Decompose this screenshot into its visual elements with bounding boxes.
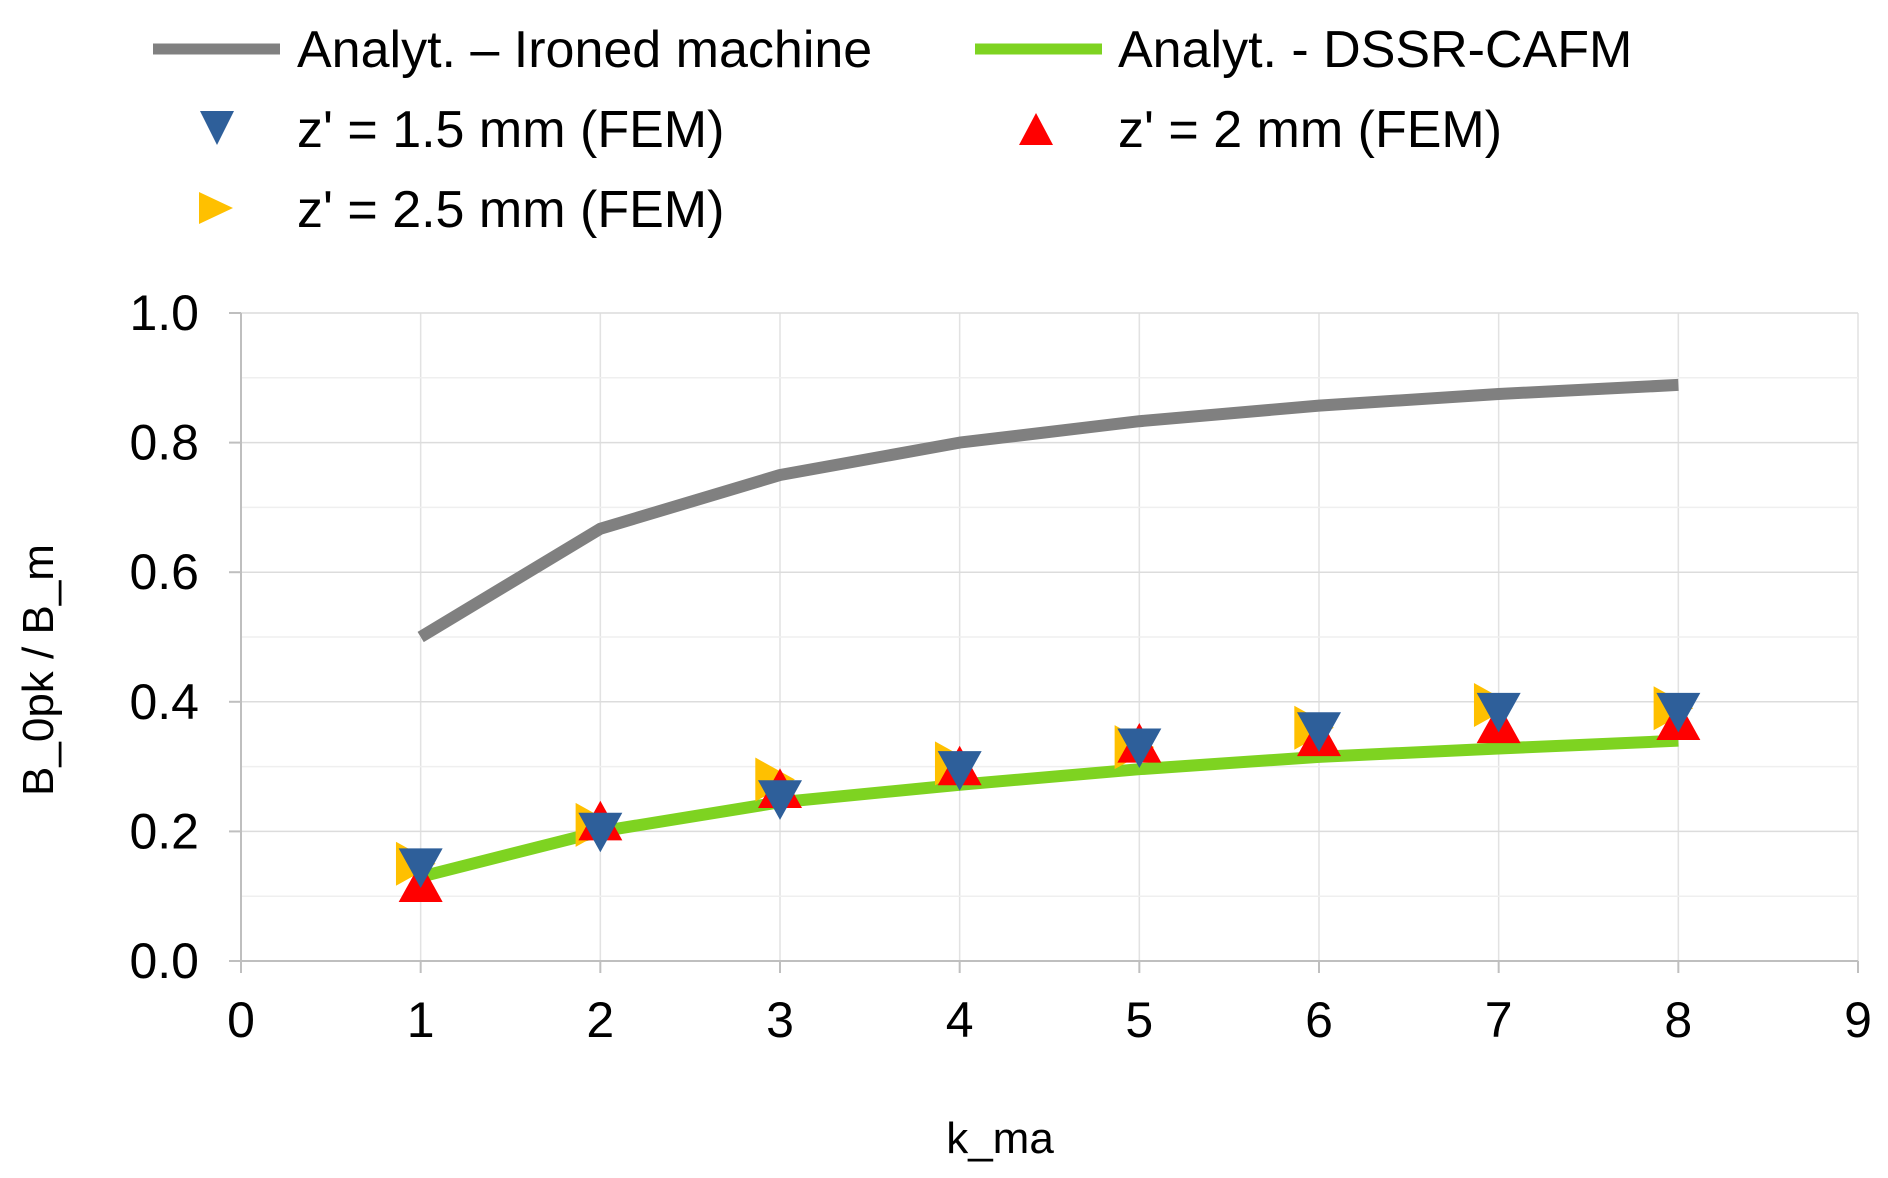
legend-label-ironed-machine: Analyt. – Ironed machine (297, 21, 872, 79)
x-tick-label: 8 (1664, 992, 1692, 1048)
legend-item-dssr-cafm[interactable]: Analyt. - DSSR-CAFM (975, 21, 1632, 79)
y-tick-label: 0.8 (129, 415, 199, 471)
y-tick-label: 0.2 (129, 803, 199, 859)
data-point-triangle-down-icon (1297, 712, 1341, 752)
data-point-triangle-down-icon (758, 780, 802, 820)
legend-marker-triangle-right-icon (199, 192, 233, 224)
x-tick-label: 1 (407, 992, 435, 1048)
data-point-triangle-down-icon (578, 812, 623, 853)
legend-item-z-2mm[interactable]: z' = 2 mm (FEM) (1019, 101, 1502, 159)
axes: 0 1 2 3 4 5 6 7 8 9 0.0 0.2 0.4 0.6 0.8 1.0 (129, 285, 1871, 1048)
legend-label-z-2mm: z' = 2 mm (FEM) (1118, 101, 1502, 159)
y-tick-label: 1.0 (129, 285, 199, 341)
x-tick-label: 5 (1125, 992, 1153, 1048)
x-tick-label: 6 (1305, 992, 1333, 1048)
series-line-analyt-dssr-cafm (419, 734, 1679, 883)
y-tick-label: 0.4 (129, 674, 199, 730)
x-tick-label: 7 (1485, 992, 1513, 1048)
x-tick-label: 0 (227, 992, 255, 1048)
x-tick-label: 2 (586, 992, 614, 1048)
legend-label-dssr-cafm: Analyt. - DSSR-CAFM (1118, 21, 1632, 79)
data-point-triangle-down-icon (398, 848, 443, 888)
legend-item-ironed-machine[interactable]: Analyt. – Ironed machine (153, 21, 872, 79)
x-axis-title: k_ma (946, 1114, 1054, 1163)
y-tick-label: 0.6 (129, 544, 199, 600)
plot-area (395, 378, 1701, 902)
data-point-triangle-down-icon (1656, 692, 1701, 733)
legend-marker-triangle-up-icon (1019, 113, 1053, 145)
y-tick-label: 0.0 (129, 933, 199, 989)
legend-label-z-1-5mm: z' = 1.5 mm (FEM) (297, 101, 724, 159)
legend-marker-triangle-down-icon (200, 111, 234, 145)
x-tick-label: 3 (766, 992, 794, 1048)
x-tick-label: 9 (1844, 992, 1872, 1048)
x-tick-label: 4 (946, 992, 974, 1048)
legend-item-z-2-5mm[interactable]: z' = 2.5 mm (FEM) (199, 181, 724, 239)
series-line-analyt-ironed-machine (417, 378, 1679, 643)
legend-label-z-2-5mm: z' = 2.5 mm (FEM) (297, 181, 724, 239)
data-point-triangle-down-icon (1117, 728, 1162, 769)
data-point-triangle-down-icon (1476, 692, 1521, 733)
legend: Analyt. – Ironed machine Analyt. - DSSR-… (153, 21, 1632, 239)
legend-item-z-1-5mm[interactable]: z' = 1.5 mm (FEM) (200, 101, 724, 159)
y-axis-title: B_0pk / B_m (14, 544, 63, 796)
data-point-triangle-down-icon (937, 751, 982, 791)
